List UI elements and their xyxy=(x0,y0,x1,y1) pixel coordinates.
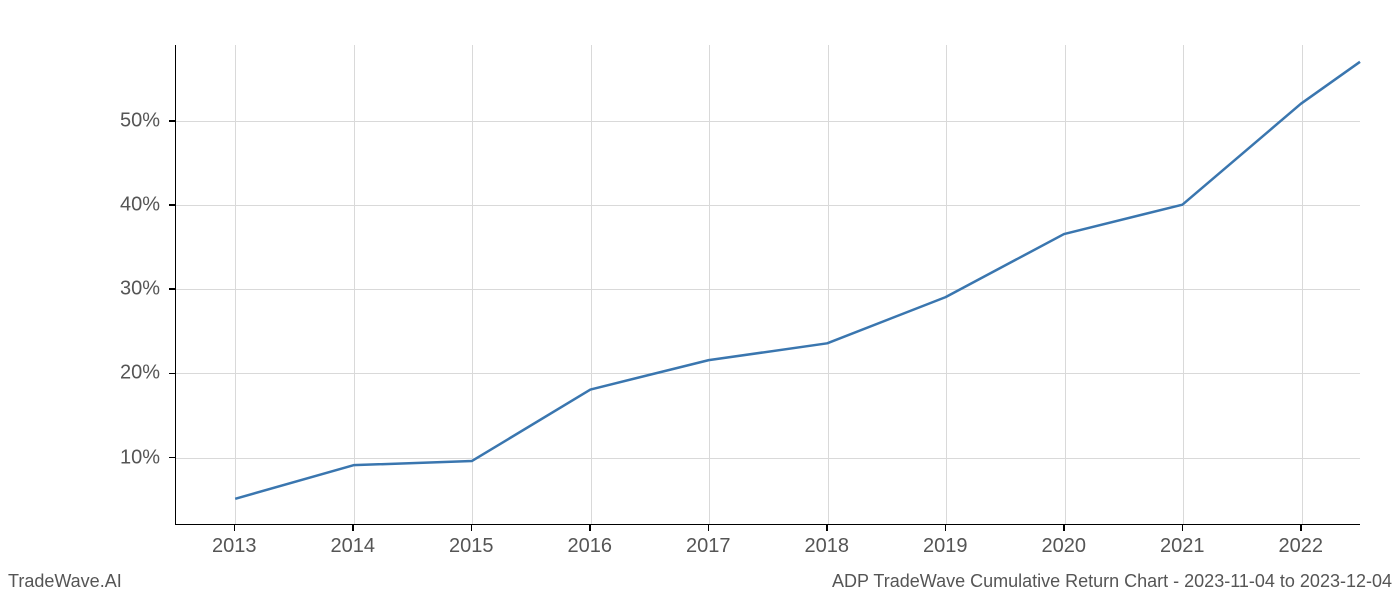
x-tick-label: 2015 xyxy=(449,525,494,558)
x-tick-label: 2019 xyxy=(923,525,968,558)
footer-brand: TradeWave.AI xyxy=(8,571,122,592)
plot-box xyxy=(175,45,1360,525)
line-series xyxy=(176,45,1360,524)
x-tick-label: 2016 xyxy=(568,525,613,558)
x-tick-label: 2021 xyxy=(1160,525,1205,558)
y-tick-label: 50% xyxy=(120,109,175,132)
y-tick-label: 20% xyxy=(120,362,175,385)
footer-caption: ADP TradeWave Cumulative Return Chart - … xyxy=(832,571,1392,592)
y-tick-label: 30% xyxy=(120,278,175,301)
x-tick-label: 2022 xyxy=(1279,525,1324,558)
chart-plot-area: 2013201420152016201720182019202020212022… xyxy=(175,45,1360,525)
x-tick-label: 2013 xyxy=(212,525,257,558)
x-tick-label: 2014 xyxy=(331,525,376,558)
x-tick-label: 2017 xyxy=(686,525,731,558)
x-tick-label: 2020 xyxy=(1042,525,1087,558)
y-tick-label: 40% xyxy=(120,194,175,217)
y-tick-label: 10% xyxy=(120,446,175,469)
x-tick-label: 2018 xyxy=(805,525,850,558)
data-line xyxy=(235,62,1360,499)
